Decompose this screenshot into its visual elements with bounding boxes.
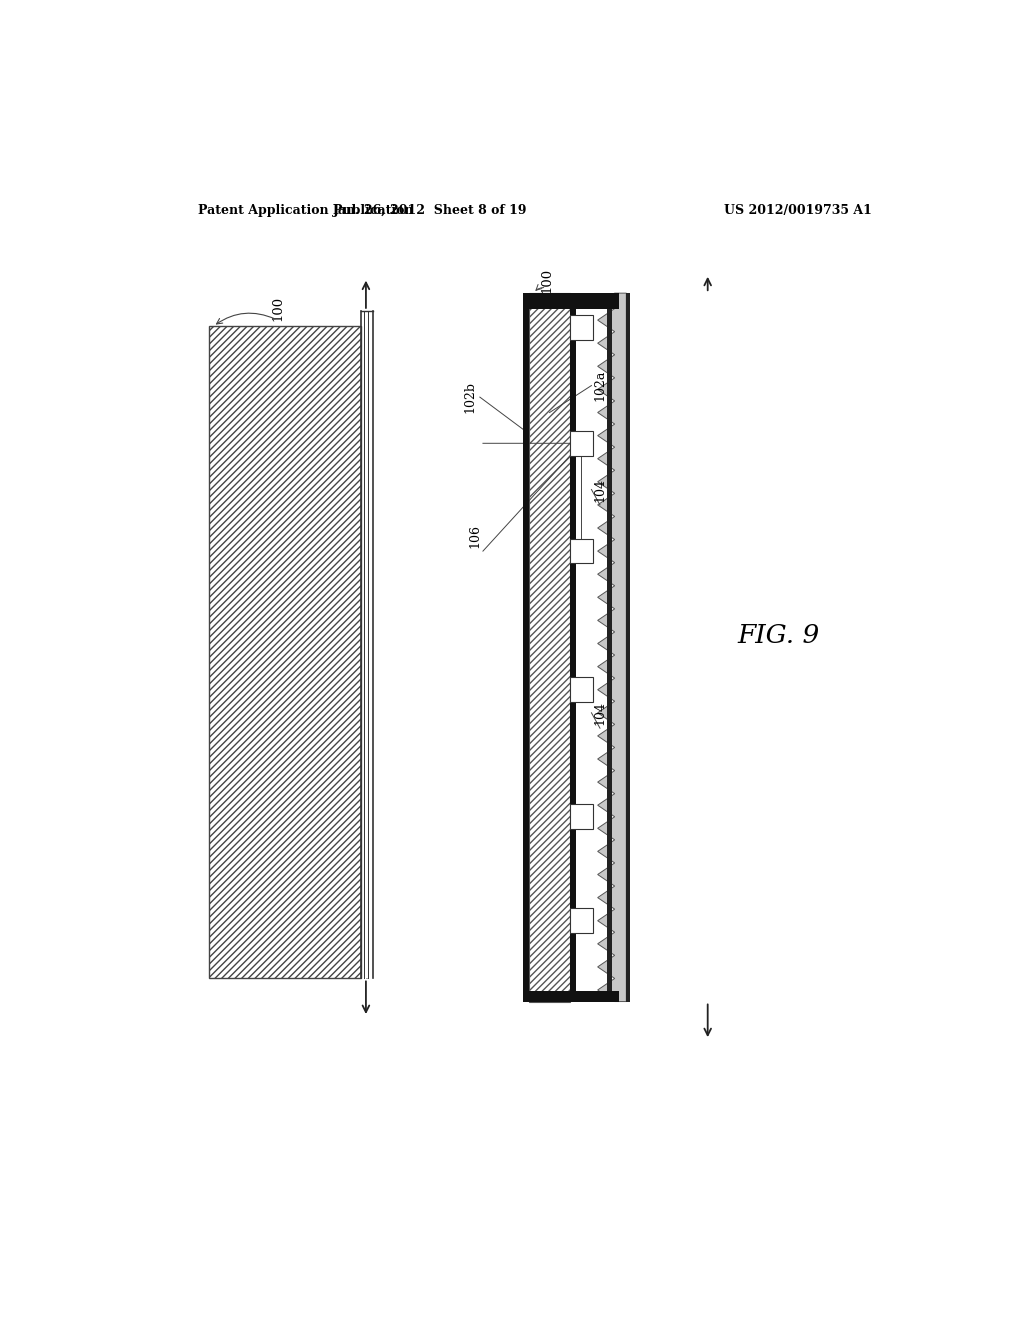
Text: 100: 100	[271, 296, 284, 321]
Text: 102a: 102a	[593, 370, 606, 401]
Polygon shape	[598, 293, 627, 1002]
Bar	[523, 293, 618, 309]
Text: 100: 100	[540, 268, 553, 293]
Bar	[569, 432, 593, 455]
Bar	[569, 677, 593, 702]
Text: FIG. 9: FIG. 9	[738, 623, 820, 648]
Bar	[569, 804, 593, 829]
Bar	[569, 293, 575, 1002]
Text: 104: 104	[593, 478, 606, 502]
Bar	[569, 908, 593, 933]
Text: Patent Application Publication: Patent Application Publication	[198, 205, 414, 218]
Bar	[607, 293, 612, 1002]
Bar	[569, 539, 593, 564]
Bar	[209, 326, 360, 978]
Text: Jan. 26, 2012  Sheet 8 of 19: Jan. 26, 2012 Sheet 8 of 19	[333, 205, 527, 218]
Text: 102b: 102b	[464, 381, 477, 413]
Bar	[529, 293, 569, 1002]
Bar	[523, 991, 618, 1002]
Bar	[627, 293, 630, 1002]
Text: 104: 104	[593, 701, 606, 725]
Text: 106: 106	[468, 524, 481, 548]
Text: US 2012/0019735 A1: US 2012/0019735 A1	[724, 205, 872, 218]
Bar	[523, 293, 529, 1002]
Bar	[569, 315, 593, 341]
